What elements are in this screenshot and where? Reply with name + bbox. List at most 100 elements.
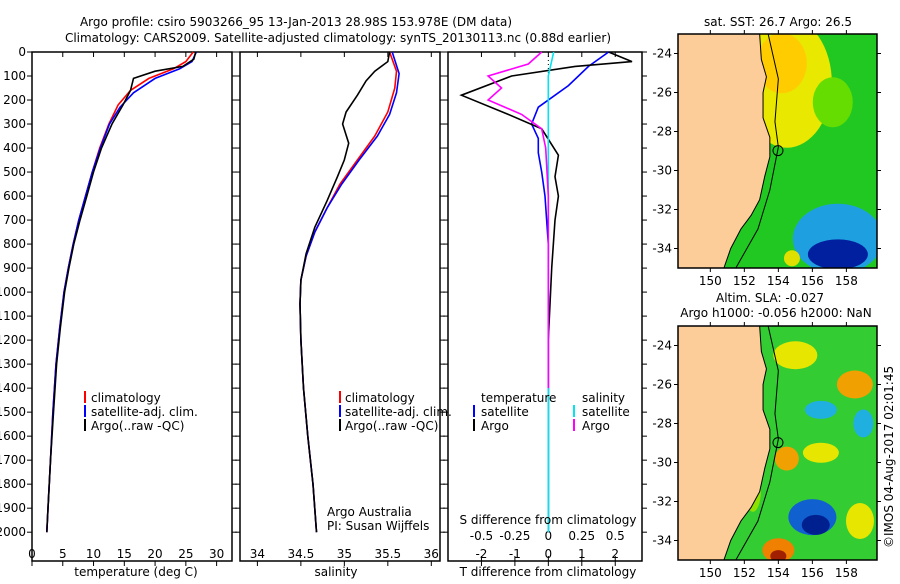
- sst-cold-core: [807, 239, 868, 268]
- series-line-argo-raw-qc-: [299, 51, 391, 533]
- y-tick-label: -30: [652, 456, 672, 470]
- legend-label: Argo(..raw -QC): [345, 419, 438, 433]
- y-tick-label: 800: [3, 237, 26, 251]
- sla-anomaly-blob: [845, 503, 874, 539]
- y-tick-label: 600: [3, 189, 26, 203]
- legend-swatch-t-argo: [473, 419, 475, 431]
- legend-title-salinity: salinity: [582, 391, 625, 405]
- difference-legend: temperature satellite Argo salinity sate…: [473, 391, 630, 433]
- title-line-2: Climatology: CARS2009. Satellite-adjuste…: [65, 31, 611, 45]
- sla-map-title-1: Altim. SLA: -0.027: [716, 291, 824, 305]
- temperature-legend: climatology satellite-adj. clim. Argo(..…: [84, 391, 198, 433]
- x-tick-label: 154: [767, 566, 790, 580]
- plot-frame: [31, 51, 233, 562]
- map-frame: [677, 325, 878, 561]
- series-line-argo-raw-qc-: [46, 51, 197, 533]
- y-tick-label: -26: [652, 86, 672, 100]
- y-tick-label: 1300: [0, 357, 26, 371]
- y-tick-label: 1900: [0, 501, 26, 515]
- legend-swatch-s-satellite: [573, 405, 575, 417]
- legend-label: climatology: [345, 391, 415, 405]
- x-tick-label: 1: [578, 547, 586, 561]
- y-tick-label: 400: [3, 141, 26, 155]
- legend-swatch-satellite: [339, 405, 341, 417]
- x-tick-top-label: 0.25: [568, 529, 595, 543]
- sla-anomaly-blob: [802, 442, 839, 463]
- y-tick-label: 700: [3, 213, 26, 227]
- y-tick-label: -32: [652, 203, 672, 217]
- legend-label: Argo(..raw -QC): [91, 419, 184, 433]
- series-line-satellite-adj-clim-: [46, 51, 198, 533]
- land: [678, 326, 771, 560]
- x-tick-label: -2: [475, 547, 487, 561]
- y-tick-label: 100: [3, 69, 26, 83]
- y-tick-label: -34: [652, 242, 672, 256]
- sla-anomaly-blob: [804, 400, 837, 419]
- y-tick-label: 1200: [0, 333, 26, 347]
- series-line-satellite-adj-clim-: [299, 51, 400, 533]
- y-tick-label: 1500: [0, 405, 26, 419]
- sla-anomaly-blob: [836, 370, 873, 399]
- salinity-xlabel: salinity: [314, 565, 357, 579]
- x-tick-label: 10: [86, 547, 101, 561]
- x-tick-label: 35.5: [374, 547, 401, 561]
- y-tick-label: 900: [3, 261, 26, 275]
- temperature-panel: 0100200300400500600700800900100011001200…: [0, 45, 237, 566]
- legend-label: Argo: [481, 419, 509, 433]
- x-tick-label: 158: [835, 274, 858, 288]
- y-tick-label: 200: [3, 93, 26, 107]
- legend-swatch-argo: [84, 419, 86, 431]
- sla-map: 150 152 154 156 158 -24 -26 -28 -30 -32 -34: [652, 322, 881, 580]
- y-tick-label: 1400: [0, 381, 26, 395]
- legend-swatch-satellite: [84, 405, 86, 417]
- legend-swatch-t-satellite: [473, 405, 475, 417]
- series-line-temperature-argo: [459, 51, 633, 533]
- legend-label: satellite: [582, 405, 630, 419]
- sla-anomaly-blob: [774, 446, 799, 471]
- salinity-legend: climatology satellite-adj. clim. Argo(..…: [339, 391, 452, 433]
- x-tick-label: 150: [699, 566, 722, 580]
- x-tick-top-label: 0: [545, 529, 553, 543]
- x-tick-label: 20: [147, 547, 162, 561]
- y-tick-label: -24: [652, 339, 672, 353]
- sst-green-patch: [812, 77, 853, 128]
- y-tick-label: 0: [18, 45, 26, 59]
- salinity-panel: 34 34.5 35 35.5 36: [235, 51, 445, 566]
- sla-anomaly-blob: [853, 409, 874, 438]
- temperature-xlabel: temperature (deg C): [74, 565, 197, 579]
- y-tick-label: -28: [652, 125, 672, 139]
- y-tick-label: 2000: [0, 525, 26, 539]
- series-line-climatology: [46, 51, 194, 533]
- y-tick-label: 300: [3, 117, 26, 131]
- x-tick-label: 0: [28, 547, 36, 561]
- plot-frame: [447, 51, 643, 562]
- legend-label: Argo: [582, 419, 610, 433]
- y-tick-label: -34: [652, 534, 672, 548]
- x-tick-label: -1: [509, 547, 521, 561]
- plot-frame: [239, 51, 441, 562]
- x-tick-label: 25: [178, 547, 193, 561]
- y-tick-label: -32: [652, 495, 672, 509]
- x-tick-label: 158: [835, 566, 858, 580]
- y-tick-label: -28: [652, 417, 672, 431]
- legend-label: satellite-adj. clim.: [91, 405, 198, 419]
- x-tick-label: 34: [250, 547, 265, 561]
- sst-hot-region: [756, 34, 807, 94]
- y-tick-label: 1600: [0, 429, 26, 443]
- x-tick-label: 35: [337, 547, 352, 561]
- s-diff-xlabel: S difference from climatology: [460, 513, 637, 527]
- legend-swatch-s-argo: [573, 419, 575, 431]
- t-diff-xlabel: T difference from climatology: [459, 565, 637, 579]
- x-tick-label: 15: [117, 547, 132, 561]
- sla-anomaly-blob: [801, 514, 830, 535]
- y-tick-label: 1800: [0, 477, 26, 491]
- legend-label: satellite-adj. clim.: [345, 405, 452, 419]
- map-area: [678, 326, 877, 560]
- sst-yellow-patch: [783, 250, 800, 267]
- land: [678, 34, 771, 268]
- annotation-line-2: PI: Susan Wijffels: [327, 519, 429, 533]
- y-tick-label: 1100: [0, 309, 26, 323]
- x-tick-label: 150: [699, 274, 722, 288]
- map-frame: [677, 33, 878, 269]
- x-tick-label: 2: [611, 547, 619, 561]
